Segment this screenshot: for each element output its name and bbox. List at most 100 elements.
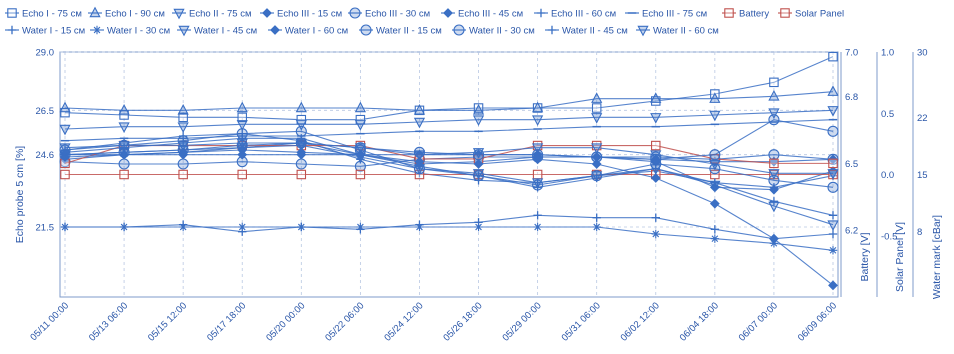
legend-label: Water II - 15 cм bbox=[376, 25, 442, 36]
y-right-tick-label: 22 bbox=[917, 113, 928, 124]
data-point bbox=[118, 158, 130, 170]
data-point bbox=[119, 143, 129, 152]
data-point bbox=[651, 229, 660, 239]
legend-item: Echo I - 75 cм bbox=[5, 8, 82, 19]
y-right-tick-label: 30 bbox=[917, 48, 928, 59]
legend-item: Echo III - 60 cм bbox=[534, 8, 616, 19]
legend-label: Water I - 60 cм bbox=[285, 25, 348, 36]
legend-marker bbox=[453, 24, 465, 36]
legend-marker bbox=[89, 6, 101, 18]
data-point bbox=[532, 143, 544, 155]
data-point bbox=[237, 169, 247, 180]
plot-area bbox=[59, 51, 839, 298]
x-tick-label: 06/04 18:00 bbox=[678, 300, 721, 343]
data-point bbox=[768, 89, 780, 101]
y-right-tick-label: 0.0 bbox=[881, 170, 894, 181]
legend-marker bbox=[349, 7, 361, 19]
data-point bbox=[827, 85, 839, 96]
data-point bbox=[768, 169, 780, 180]
legend-item: Echo III - 45 cм bbox=[441, 8, 523, 19]
data-point bbox=[650, 173, 661, 183]
data-point bbox=[769, 158, 779, 169]
series-line bbox=[65, 226, 834, 251]
data-point bbox=[769, 77, 779, 88]
data-point bbox=[827, 220, 839, 232]
series-line bbox=[64, 149, 834, 286]
y-right-axis-title: Battery [V] bbox=[859, 232, 871, 281]
legend-marker bbox=[536, 8, 546, 18]
y-left-tick-label: 21.5 bbox=[36, 223, 55, 234]
legend-item: Water I - 60 cм bbox=[268, 25, 348, 36]
data-point bbox=[768, 149, 780, 161]
series-11 bbox=[60, 222, 838, 255]
data-point bbox=[297, 222, 306, 232]
y-right-tick-label: 6.5 bbox=[845, 159, 858, 170]
data-point bbox=[532, 115, 544, 127]
data-point bbox=[532, 169, 543, 180]
data-point bbox=[532, 178, 544, 190]
y-left-tick-label: 26.5 bbox=[36, 106, 55, 117]
x-tick-label: 05/20 00:00 bbox=[264, 300, 307, 343]
data-point bbox=[354, 120, 366, 131]
y-left-tick-label: 29.0 bbox=[36, 48, 55, 59]
data-point bbox=[473, 159, 484, 169]
data-point bbox=[177, 145, 189, 157]
data-point bbox=[60, 169, 70, 180]
legend-label: Water II - 45 cм bbox=[562, 25, 628, 36]
data-point bbox=[238, 134, 247, 143]
legend-item: Echo II - 75 cм bbox=[172, 8, 252, 20]
data-point bbox=[709, 149, 721, 161]
data-point bbox=[296, 169, 307, 180]
legend-marker bbox=[262, 8, 272, 18]
x-tick-label: 05/22 06:00 bbox=[323, 300, 366, 343]
series-0 bbox=[60, 51, 838, 125]
legend-marker bbox=[7, 8, 17, 18]
data-point bbox=[59, 150, 71, 162]
data-point bbox=[472, 115, 485, 127]
legend-label: Water I - 30 cм bbox=[107, 25, 170, 36]
data-point bbox=[591, 143, 603, 155]
data-point bbox=[709, 163, 721, 175]
data-point bbox=[709, 198, 720, 209]
y-right-tick-label: 7.0 bbox=[845, 48, 858, 59]
data-point bbox=[59, 101, 71, 113]
data-point bbox=[827, 125, 839, 137]
legend-marker bbox=[178, 25, 190, 37]
series-layer bbox=[59, 51, 839, 291]
data-point bbox=[651, 213, 660, 222]
series-9 bbox=[60, 169, 838, 180]
data-point bbox=[295, 101, 307, 113]
legend-marker bbox=[443, 8, 453, 18]
series-line bbox=[64, 144, 834, 226]
x-tick-label: 05/29 00:00 bbox=[500, 300, 543, 343]
legend-label: Water II - 30 cм bbox=[469, 25, 535, 36]
data-point bbox=[769, 183, 779, 192]
legend-item: Water II - 30 cм bbox=[452, 24, 535, 36]
data-point bbox=[768, 114, 780, 126]
legend-marker bbox=[724, 8, 734, 18]
x-tick-label: 05/31 06:00 bbox=[560, 300, 603, 343]
data-point bbox=[532, 101, 544, 113]
data-point bbox=[592, 213, 601, 222]
data-point bbox=[354, 101, 366, 113]
data-point bbox=[236, 120, 248, 131]
y-right-axis-title: Solar Panel [V] bbox=[894, 222, 906, 292]
data-point bbox=[591, 103, 602, 113]
data-point bbox=[828, 246, 838, 255]
y-right-tick-label: 6.2 bbox=[845, 226, 858, 237]
legend-item: Water II - 15 cм bbox=[359, 24, 442, 36]
series-line bbox=[64, 91, 834, 111]
legend-label: Solar Panel bbox=[795, 8, 844, 19]
data-point bbox=[354, 152, 366, 164]
series-line bbox=[65, 214, 834, 240]
y-left-axis-title: Echo probe 5 cm [%] bbox=[14, 146, 26, 244]
x-tick-label: 06/09 06:00 bbox=[796, 300, 839, 343]
data-point bbox=[472, 149, 485, 161]
data-point bbox=[413, 117, 426, 129]
y-right-tick-label: -0.5 bbox=[881, 231, 897, 242]
data-point bbox=[533, 222, 542, 232]
data-point bbox=[769, 233, 779, 244]
legend-marker bbox=[780, 8, 790, 18]
series-line bbox=[64, 154, 834, 167]
